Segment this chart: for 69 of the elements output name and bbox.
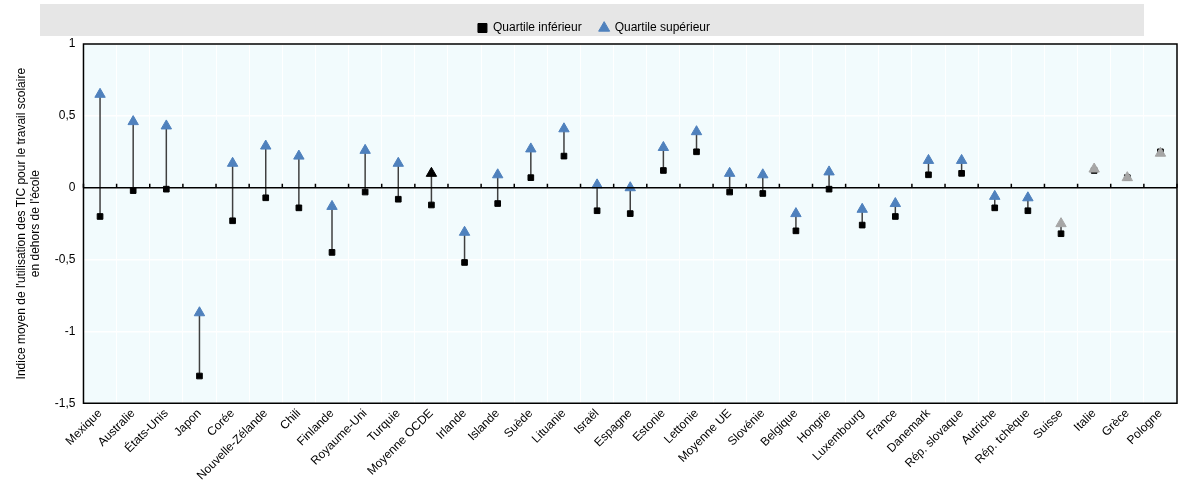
point xyxy=(790,207,802,218)
legend-label: Quartile inférieur xyxy=(492,20,582,35)
point xyxy=(458,225,471,236)
point xyxy=(591,178,603,189)
point xyxy=(726,188,733,196)
point xyxy=(428,201,435,209)
point xyxy=(359,143,371,154)
point xyxy=(392,156,404,167)
point xyxy=(823,165,835,176)
point xyxy=(892,213,899,220)
point xyxy=(989,189,1001,200)
point xyxy=(229,217,236,225)
point xyxy=(127,115,139,126)
point xyxy=(958,170,965,177)
point xyxy=(1024,207,1032,215)
point xyxy=(825,185,833,193)
point xyxy=(293,149,305,160)
point xyxy=(690,125,703,136)
point xyxy=(193,306,206,317)
point xyxy=(858,221,866,229)
point xyxy=(693,148,700,156)
point xyxy=(361,188,369,196)
point xyxy=(295,204,303,212)
point xyxy=(226,156,239,167)
point xyxy=(889,197,902,208)
point xyxy=(660,167,667,174)
point xyxy=(925,171,932,179)
point xyxy=(1055,217,1067,228)
point xyxy=(759,190,767,197)
point xyxy=(922,153,935,164)
point xyxy=(757,168,769,179)
y-tick-label: -0,5 xyxy=(54,251,76,266)
point xyxy=(326,199,338,210)
y-tick-label: 1 xyxy=(68,36,76,51)
y-tick-label: -1,5 xyxy=(54,395,76,410)
point xyxy=(162,185,170,193)
point xyxy=(260,139,272,150)
point xyxy=(558,122,570,133)
point xyxy=(461,259,468,266)
y-tick-label: 0,5 xyxy=(58,108,76,123)
point xyxy=(991,204,999,212)
point xyxy=(160,119,173,130)
point xyxy=(626,210,634,217)
y-tick-label: -1 xyxy=(64,323,76,338)
point xyxy=(328,249,336,256)
point xyxy=(560,152,568,160)
point xyxy=(1022,191,1034,202)
point xyxy=(1088,162,1100,173)
point xyxy=(94,87,106,98)
point xyxy=(96,213,104,220)
point xyxy=(1057,230,1065,238)
point xyxy=(723,166,736,177)
point xyxy=(196,372,203,380)
point xyxy=(624,181,636,192)
point xyxy=(955,153,968,164)
point xyxy=(394,195,402,203)
point xyxy=(792,227,800,235)
point xyxy=(593,207,601,215)
point xyxy=(262,194,270,202)
y-tick-label: 0 xyxy=(68,180,76,195)
point xyxy=(494,200,502,207)
point xyxy=(525,142,537,153)
legend-label: Quartile supérieur xyxy=(614,20,711,35)
point xyxy=(129,187,137,194)
point xyxy=(657,140,670,151)
point xyxy=(492,168,504,179)
y-axis-title: Indice moyen de l'utilisation des TIC pour le travail scolaire en dehors de l'école xyxy=(13,67,42,380)
point xyxy=(856,202,868,213)
point xyxy=(527,174,535,181)
